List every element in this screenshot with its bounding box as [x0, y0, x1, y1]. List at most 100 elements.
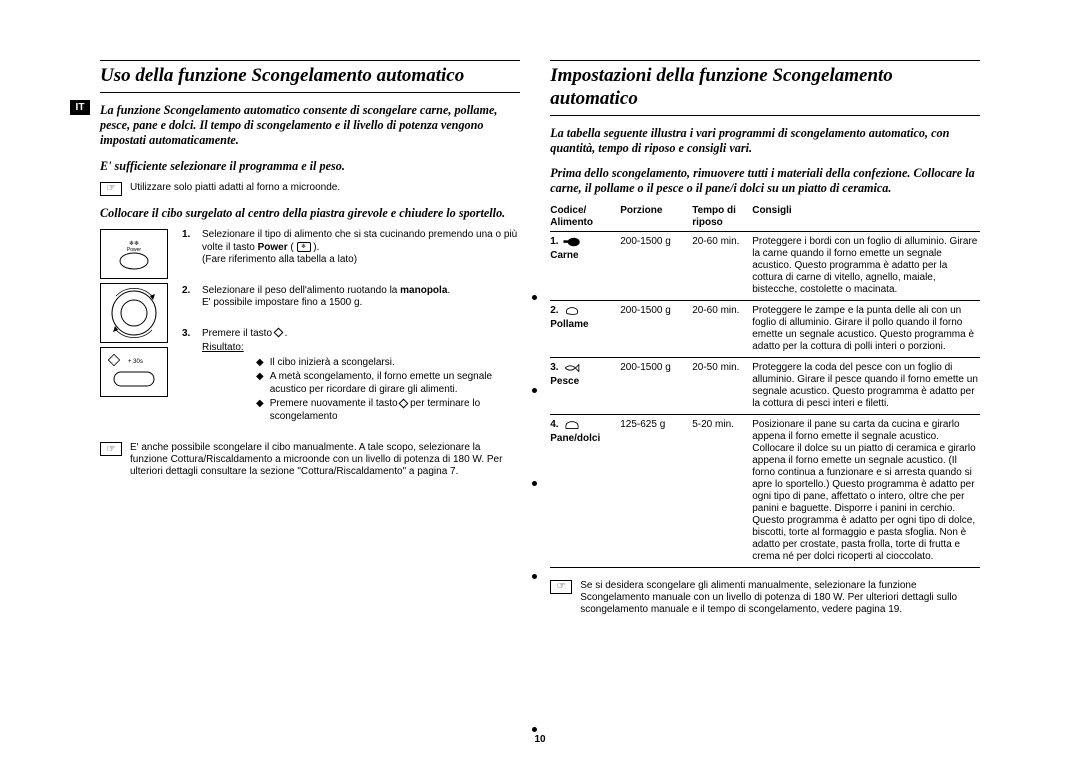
cell-tips-4: Posizionare il pane su carta da cucina e…: [752, 419, 980, 563]
right-column: Impostazioni della funzione Scongelament…: [550, 60, 980, 733]
cell-rest-2: 20-60 min.: [692, 305, 752, 353]
cell-portion-2: 200-1500 g: [620, 305, 692, 353]
right-sub1: Prima dello scongelamento, rimuovere tut…: [550, 166, 980, 197]
step2-b: manopola: [400, 285, 447, 296]
page-number: 10: [0, 734, 1080, 745]
left-sub2: Collocare il cibo surgelato al centro de…: [100, 206, 520, 221]
cell-name-2: Pollame: [550, 319, 620, 331]
page: IT Uso della funzione Scongelamento auto…: [0, 0, 1080, 763]
table-row: 3. Pesce 200-1500 g 20-50 min. Protegger…: [550, 358, 980, 415]
cell-tips-2: Proteggere le zampe e la punta delle ali…: [752, 305, 980, 353]
left-sub1: E' sufficiente selezionare il programma …: [100, 159, 520, 174]
defrost-table: Codice/Alimento Porzione Tempo diriposo …: [550, 205, 980, 568]
step3-body: Premere il tasto . Risultato: ◆ Il cibo …: [202, 328, 520, 424]
panel-power: ❄❄ Power: [100, 229, 168, 279]
step3-bullet-1: ◆ Il cibo inizierà a scongelarsi.: [256, 357, 520, 370]
step1-c: (: [288, 242, 297, 253]
svg-text:❄❄: ❄❄: [129, 240, 139, 247]
cell-portion-1: 200-1500 g: [620, 236, 692, 296]
power-icon-inline: ❄: [297, 242, 311, 252]
th-portion: Porzione: [620, 205, 692, 229]
th-tips: Consigli: [752, 205, 980, 229]
svg-text:Power: Power: [127, 247, 142, 253]
note1-text: Utilizzare solo piatti adatti al forno a…: [130, 182, 520, 194]
step3-result-label: Risultato:: [202, 342, 244, 353]
step1-d: ).: [311, 242, 320, 253]
bullet-icon: ◆: [256, 357, 264, 370]
panel-dial: [100, 283, 168, 343]
cell-rest-4: 5-20 min.: [692, 419, 752, 563]
svg-text:+ 30s: + 30s: [128, 359, 143, 365]
step1-b: Power: [258, 242, 288, 253]
step3-bul2: A metà scongelamento, il forno emette un…: [270, 371, 521, 396]
cell-name-4: Pane/dolci: [550, 433, 620, 445]
bullet-icon: ◆: [256, 398, 264, 423]
th-code: Codice/Alimento: [550, 205, 620, 229]
step2-num: 2.: [182, 285, 196, 310]
note2-text: E' anche possibile scongelare il cibo ma…: [130, 442, 520, 478]
note-icon: ☞: [100, 442, 122, 456]
cell-code-1: 1. Carne: [550, 236, 620, 296]
step-2: 2. Selezionare il peso dell'alimento ruo…: [182, 285, 520, 310]
poultry-icon: [563, 305, 581, 317]
cell-name-1: Carne: [550, 250, 620, 262]
step3-b: .: [285, 328, 288, 339]
cell-code-3: 3. Pesce: [550, 362, 620, 410]
cell-name-3: Pesce: [550, 376, 620, 388]
step1-body: Selezionare il tipo di alimento che si s…: [202, 229, 520, 267]
bread-icon: [563, 419, 581, 431]
table-header: Codice/Alimento Porzione Tempo diriposo …: [550, 205, 980, 232]
step3-bul3: Premere nuovamente il tasto per terminar…: [270, 398, 521, 423]
step3-bullet-2: ◆ A metà scongelamento, il forno emette …: [256, 371, 520, 396]
th-rest: Tempo diriposo: [692, 205, 752, 229]
step-3: 3. Premere il tasto . Risultato: ◆ Il ci…: [182, 328, 520, 424]
dot-icon: [532, 388, 537, 393]
step3-bul3a: Premere nuovamente il tasto: [270, 398, 401, 409]
left-column: IT Uso della funzione Scongelamento auto…: [100, 60, 520, 733]
panel-start: + 30s: [100, 347, 168, 397]
cell-code-2: 2. Pollame: [550, 305, 620, 353]
step1-num: 1.: [182, 229, 196, 267]
note-icon: ☞: [550, 580, 572, 594]
dot-icon: [532, 574, 537, 579]
right-intro: La tabella seguente illustra i vari prog…: [550, 126, 980, 157]
steps-list: 1. Selezionare il tipo di alimento che s…: [182, 229, 520, 427]
fish-icon: [563, 362, 581, 374]
margin-dots: [532, 295, 542, 732]
bullet-icon: ◆: [256, 371, 264, 396]
panel-column: ❄❄ Power: [100, 229, 172, 427]
table-row: 1. Carne 200-1500 g 20-60 min. Protegger…: [550, 232, 980, 301]
dot-icon: [532, 481, 537, 486]
step2-body: Selezionare il peso dell'alimento ruotan…: [202, 285, 520, 310]
cell-portion-3: 200-1500 g: [620, 362, 692, 410]
table-row: 4. Pane/dolci 125-625 g 5-20 min. Posizi…: [550, 415, 980, 568]
left-intro: La funzione Scongelamento automatico con…: [100, 103, 520, 149]
cell-code-4: 4. Pane/dolci: [550, 419, 620, 563]
right-note-text: Se si desidera scongelare gli alimenti m…: [580, 580, 980, 616]
step-1: 1. Selezionare il tipo di alimento che s…: [182, 229, 520, 267]
note-row-2: ☞ E' anche possibile scongelare il cibo …: [100, 442, 520, 478]
note-row-1: ☞ Utilizzare solo piatti adatti al forno…: [100, 182, 520, 196]
meat-icon: [563, 236, 581, 248]
right-note-row: ☞ Se si desidera scongelare gli alimenti…: [550, 580, 980, 616]
step2-d: E' possibile impostare fino a 1500 g.: [202, 297, 362, 308]
step1-e: (Fare riferimento alla tabella a lato): [202, 254, 357, 265]
step2-c: .: [447, 285, 450, 296]
cell-tips-1: Proteggere i bordi con un foglio di allu…: [752, 236, 980, 296]
step1-a: Selezionare il tipo di alimento che si s…: [202, 229, 517, 253]
left-heading: Uso della funzione Scongelamento automat…: [100, 60, 520, 93]
step3-bul1: Il cibo inizierà a scongelarsi.: [270, 357, 395, 370]
start-icon-inline-2: [399, 398, 409, 408]
note-icon: ☞: [100, 182, 122, 196]
cell-rest-1: 20-60 min.: [692, 236, 752, 296]
language-badge: IT: [70, 100, 90, 115]
dot-icon: [532, 727, 537, 732]
steps-wrap: ❄❄ Power: [100, 229, 520, 427]
cell-tips-3: Proteggere la coda del pesce con un fogl…: [752, 362, 980, 410]
step2-a: Selezionare il peso dell'alimento ruotan…: [202, 285, 400, 296]
dot-icon: [532, 295, 537, 300]
step3-a: Premere il tasto: [202, 328, 275, 339]
table-row: 2. Pollame 200-1500 g 20-60 min. Protegg…: [550, 301, 980, 358]
cell-portion-4: 125-625 g: [620, 419, 692, 563]
step3-num: 3.: [182, 328, 196, 424]
